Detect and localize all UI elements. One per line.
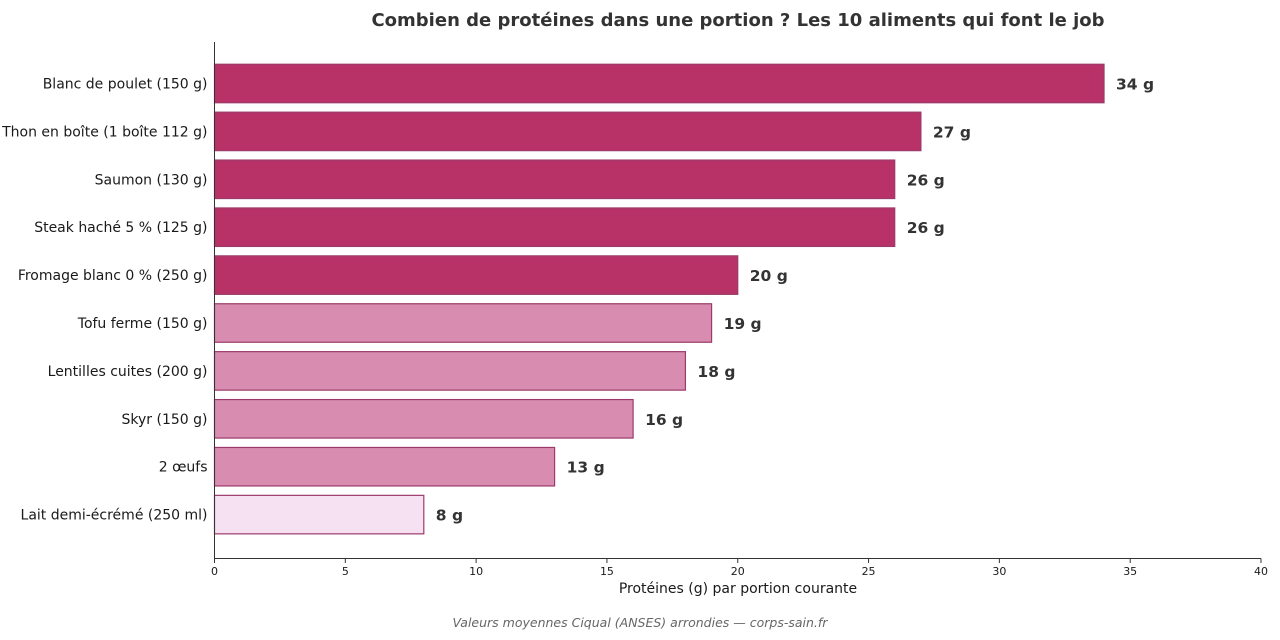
value-label: 18 g [697,363,735,381]
x-axis-ticks: 0 5 10 15 20 25 30 35 40 [211,558,1268,578]
bar [213,494,425,535]
category-label: Skyr (150 g) [122,412,208,428]
bar [213,111,922,152]
category-labels: Blanc de poulet (150 g) Thon en boîte (1 … [1,77,207,524]
x-tick-label: 10 [469,565,483,578]
bar [213,446,556,487]
x-tick-label: 15 [600,565,614,578]
category-label: Blanc de poulet (150 g) [43,77,208,93]
category-label: Thon en boîte (1 boîte 112 g) [1,124,207,140]
source-note: Valeurs moyennes Ciqual (ANSES) arrondie… [453,615,829,630]
value-label: 34 g [1116,76,1154,94]
x-tick-label: 30 [992,565,1006,578]
value-label: 16 g [645,411,683,429]
value-labels: 34 g 27 g 26 g 26 g 20 g 19 g 18 g 16 g 13 g 8 g [436,76,1154,525]
value-label: 13 g [567,459,605,477]
value-label: 27 g [933,123,971,141]
value-label: 26 g [907,219,945,237]
category-label: Fromage blanc 0 % (250 g) [18,268,208,284]
x-tick-label: 40 [1254,565,1268,578]
category-label: Steak haché 5 % (125 g) [34,220,207,236]
value-label: 26 g [907,171,945,189]
category-label: Tofu ferme (150 g) [77,316,208,332]
x-tick-label: 20 [731,565,745,578]
x-tick-label: 0 [211,565,218,578]
value-label: 20 g [750,267,788,285]
bar [213,207,896,248]
category-label: Lait demi-écrémé (250 ml) [21,508,208,524]
category-label: Lentilles cuites (200 g) [48,364,208,380]
bar [213,303,713,343]
bar [213,255,739,295]
value-label: 19 g [724,315,762,333]
x-tick-label: 35 [1123,565,1137,578]
bar [213,159,896,200]
bar [213,398,634,439]
chart-title: Combien de protéines dans une portion ? … [371,10,1104,31]
x-axis-label: Protéines (g) par portion courante [619,581,857,597]
category-label: Saumon (130 g) [95,172,208,188]
bar [213,63,1105,104]
value-label: 8 g [436,507,463,525]
x-tick-label: 25 [862,565,876,578]
bars-group [213,63,1105,535]
bar [213,351,687,391]
x-tick-label: 5 [342,565,349,578]
category-label: 2 œufs [159,460,208,476]
